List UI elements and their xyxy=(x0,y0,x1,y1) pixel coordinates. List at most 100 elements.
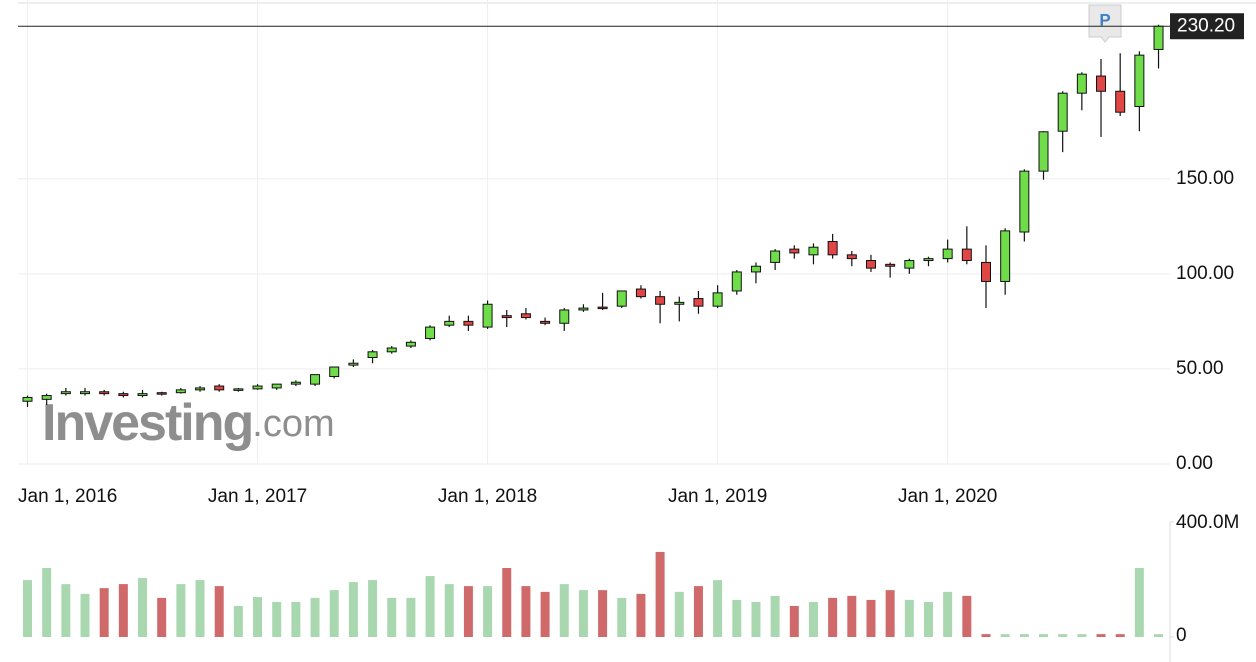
candle xyxy=(846,251,857,267)
volume-bar xyxy=(962,595,972,637)
candle-body xyxy=(578,307,589,311)
grid xyxy=(18,0,1170,465)
watermark-suffix: .com xyxy=(252,403,334,445)
candle xyxy=(1019,169,1030,242)
candle-body xyxy=(80,391,91,395)
candle-body xyxy=(1096,75,1107,92)
candle-body xyxy=(41,395,52,400)
candle-body xyxy=(99,391,110,395)
watermark: Investing.com xyxy=(42,394,335,452)
x-tick-label: Jan 1, 2020 xyxy=(898,486,997,507)
candle xyxy=(731,270,742,295)
candle-body xyxy=(559,309,570,324)
volume-bar xyxy=(789,605,799,637)
candle-body xyxy=(540,320,551,324)
candle xyxy=(425,325,436,341)
candle xyxy=(501,309,512,328)
volume-bar xyxy=(310,597,320,637)
candle xyxy=(444,315,455,328)
candle xyxy=(693,290,704,314)
candle-body xyxy=(616,290,627,307)
candle xyxy=(559,308,570,331)
marks xyxy=(22,24,1164,637)
volume-bar xyxy=(1077,634,1087,637)
candle-body xyxy=(520,313,531,319)
candle-body xyxy=(827,241,838,256)
volume-bar xyxy=(885,590,895,637)
candle-body xyxy=(942,248,953,260)
candle xyxy=(961,226,972,265)
candle-body xyxy=(195,387,206,391)
candle-body xyxy=(290,381,301,385)
volume-bar xyxy=(483,586,493,637)
candle-body xyxy=(1019,170,1030,233)
volume-bar xyxy=(368,580,378,637)
candle-body xyxy=(693,298,704,307)
candle xyxy=(1096,58,1107,137)
candle-body xyxy=(923,258,934,262)
candle xyxy=(195,386,206,392)
candle xyxy=(712,285,723,309)
candle xyxy=(271,383,282,390)
candle-body xyxy=(655,296,666,305)
volume-bar xyxy=(655,551,665,637)
volume-bar xyxy=(828,597,838,637)
volume-bar xyxy=(1154,634,1164,637)
candle-body xyxy=(425,326,436,339)
candle xyxy=(616,290,627,309)
candle xyxy=(214,384,225,392)
volume-bar xyxy=(99,588,109,637)
candle xyxy=(1000,228,1011,295)
volume-bar xyxy=(674,591,684,637)
candle-body xyxy=(233,388,244,391)
volume-bar xyxy=(463,586,473,637)
candle xyxy=(1038,131,1049,180)
volume-bar xyxy=(923,601,933,637)
volume-bar xyxy=(636,593,646,637)
volume-bar xyxy=(23,580,32,637)
watermark-brand: Investing xyxy=(42,394,252,452)
candle-body xyxy=(1076,73,1087,94)
candle-body xyxy=(961,248,972,262)
candle-body xyxy=(1038,131,1049,172)
volume-bar xyxy=(1000,634,1010,637)
y-tick-label: 0.00 xyxy=(1176,453,1213,474)
volume-bar xyxy=(253,597,263,637)
candle xyxy=(386,346,397,354)
candle-body xyxy=(329,366,340,378)
candle xyxy=(597,292,608,310)
candle-body xyxy=(750,265,761,273)
volume-bar xyxy=(176,584,186,637)
candle xyxy=(367,349,378,364)
volume-bar xyxy=(1134,568,1144,637)
volume-bar xyxy=(1096,634,1106,637)
badge-shape xyxy=(1088,4,1122,43)
candle xyxy=(770,249,781,271)
volume-bar xyxy=(693,586,703,637)
candle-body xyxy=(156,392,167,395)
candle-body xyxy=(808,246,819,256)
candle xyxy=(635,285,646,299)
volume-bar xyxy=(387,597,397,637)
volume-bar xyxy=(195,580,205,637)
candle-body xyxy=(137,393,148,397)
candle-body xyxy=(846,254,857,260)
volume-bar xyxy=(904,599,914,637)
candle-body xyxy=(674,301,685,305)
candle-body xyxy=(635,288,646,298)
last-price-box xyxy=(1170,13,1244,40)
volume-bar xyxy=(866,599,876,637)
x-tick-label: Jan 1, 2019 xyxy=(668,486,767,507)
candle-body xyxy=(175,389,186,394)
candle xyxy=(1076,72,1087,111)
candle-body xyxy=(904,260,915,269)
candle xyxy=(789,245,800,259)
candle xyxy=(827,233,838,259)
volume-bar xyxy=(291,601,301,637)
candle xyxy=(1134,51,1145,132)
candle xyxy=(310,374,321,387)
candle-body xyxy=(444,320,455,326)
candle xyxy=(923,256,934,267)
candle-body xyxy=(118,393,129,397)
badge-label: P xyxy=(1099,10,1110,29)
